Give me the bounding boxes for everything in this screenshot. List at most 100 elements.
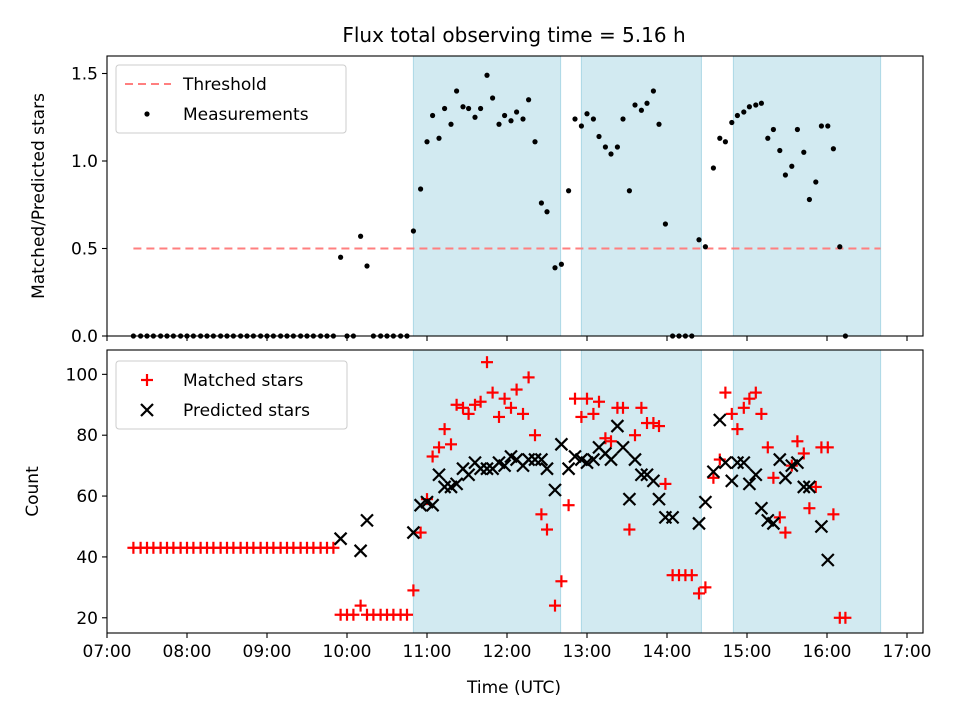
- measurement-point: [747, 104, 752, 109]
- measurement-point: [448, 122, 453, 127]
- matched-stars-point: [707, 472, 719, 484]
- y-tick-label: 1.0: [71, 152, 98, 172]
- measurement-point: [620, 116, 625, 121]
- y-tick-label: 80: [76, 426, 98, 446]
- y-axis-label: Matched/Predicted stars: [29, 93, 49, 299]
- measurement-point: [579, 123, 584, 128]
- measurement-point: [703, 244, 708, 249]
- measurement-point: [741, 109, 746, 114]
- x-tick-label: 07:00: [83, 642, 132, 662]
- legend: Matched stars Predicted stars: [116, 361, 347, 429]
- figure: Flux total observing time = 5.16 h 0.00.…: [0, 0, 960, 720]
- measurement-point: [615, 144, 620, 149]
- measurement-point: [753, 102, 758, 107]
- measurement-point: [765, 136, 770, 141]
- measurement-point: [735, 113, 740, 118]
- measurement-point: [651, 88, 656, 93]
- measurement-point: [603, 144, 608, 149]
- legend-matched-label: Matched stars: [183, 371, 303, 391]
- ratio-panel: 0.0 0.5 1.0 1.5 Matched/Predicted stars Thr…: [29, 56, 923, 347]
- x-tick-label: 10:00: [323, 642, 372, 662]
- matched-stars-point: [563, 499, 575, 511]
- measurement-point: [559, 262, 564, 267]
- measurement-point: [526, 97, 531, 102]
- y-tick-label: 60: [76, 487, 98, 507]
- measurement-point: [418, 186, 423, 191]
- legend-measurement-swatch: [144, 111, 149, 116]
- measurement-point: [795, 127, 800, 132]
- x-tick-label: 12:00: [483, 642, 532, 662]
- measurement-point: [777, 148, 782, 153]
- matched-stars-point: [401, 609, 413, 621]
- y-axis-label: Count: [23, 466, 43, 517]
- y-axis-ticks: 20 40 60 80 100: [66, 365, 107, 628]
- measurement-point: [544, 209, 549, 214]
- measurement-point: [663, 221, 668, 226]
- measurement-point: [496, 122, 501, 127]
- measurement-point: [472, 115, 477, 120]
- observing-window: [413, 56, 560, 336]
- measurement-point: [627, 188, 632, 193]
- predicted-stars-point: [335, 533, 347, 545]
- measurement-point: [596, 134, 601, 139]
- y-tick-label: 1.5: [71, 65, 98, 85]
- y-tick-label: 0.0: [71, 327, 98, 347]
- y-axis-ticks: 0.00.51.01.5: [71, 65, 107, 348]
- observing-window: [581, 350, 701, 633]
- measurement-point: [411, 228, 416, 233]
- measurement-point: [424, 139, 429, 144]
- measurement-point: [436, 136, 441, 141]
- legend-measurement-label: Measurements: [183, 105, 309, 125]
- x-axis-ticks: 07:00 08:00 09:00 10:00 11:00 12:00 13:00 14:00…: [83, 633, 932, 662]
- x-tick-label: 17:00: [883, 642, 932, 662]
- measurement-point: [789, 164, 794, 169]
- legend-threshold-label: Threshold: [182, 75, 267, 95]
- measurement-point: [825, 123, 830, 128]
- measurement-point: [771, 127, 776, 132]
- x-tick-label: 09:00: [243, 642, 292, 662]
- measurement-point: [454, 88, 459, 93]
- measurement-point: [502, 113, 507, 118]
- observing-window: [581, 56, 701, 336]
- measurement-point: [358, 234, 363, 239]
- measurement-point: [717, 136, 722, 141]
- measurement-point: [831, 146, 836, 151]
- matched-stars-point: [327, 542, 339, 554]
- measurement-point: [566, 188, 571, 193]
- legend-predicted-label: Predicted stars: [183, 401, 310, 421]
- measurement-point: [644, 101, 649, 106]
- matched-stars-point: [719, 387, 731, 399]
- predicted-stars-point: [361, 514, 373, 526]
- measurement-point: [807, 197, 812, 202]
- x-tick-label: 16:00: [803, 642, 852, 662]
- measurement-point: [514, 109, 519, 114]
- x-tick-label: 08:00: [163, 642, 212, 662]
- measurement-point: [478, 106, 483, 111]
- measurement-point: [539, 200, 544, 205]
- measurement-point: [819, 123, 824, 128]
- matched-stars-point: [569, 393, 581, 405]
- y-tick-label: 40: [76, 548, 98, 568]
- measurement-point: [466, 106, 471, 111]
- measurement-point: [338, 255, 343, 260]
- measurement-point: [591, 116, 596, 121]
- measurement-point: [632, 102, 637, 107]
- measurement-point: [484, 73, 489, 78]
- measurement-point: [552, 265, 557, 270]
- measurement-point: [442, 106, 447, 111]
- measurement-point: [490, 95, 495, 100]
- measurement-point: [430, 113, 435, 118]
- measurement-point: [572, 116, 577, 121]
- measurement-point: [532, 139, 537, 144]
- x-tick-label: 11:00: [403, 642, 452, 662]
- y-tick-label: 20: [76, 609, 98, 629]
- measurement-point: [639, 108, 644, 113]
- y-tick-label: 100: [66, 365, 98, 385]
- x-tick-label: 13:00: [563, 642, 612, 662]
- legend: Threshold Measurements: [116, 65, 346, 133]
- measurement-point: [837, 244, 842, 249]
- measurement-point: [783, 172, 788, 177]
- chart-title: Flux total observing time = 5.16 h: [342, 23, 685, 47]
- x-tick-label: 15:00: [723, 642, 772, 662]
- x-axis-label: Time (UTC): [466, 678, 561, 698]
